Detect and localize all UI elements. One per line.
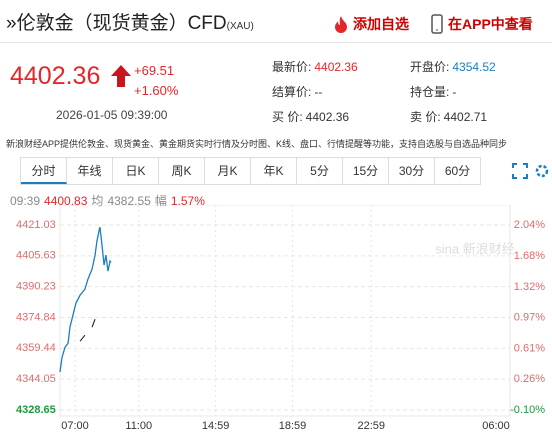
tab[interactable]: 60分 [435,158,481,184]
stat-value: - [452,85,457,99]
y2-tick-label: 0.61% [514,343,545,355]
notice: 新浪财经APP提供伦敦金、现货黄金、黄金期货实时行情及分时图、K线、盘口、行情提… [6,139,508,149]
tab[interactable]: 月K [205,158,251,184]
y-tick-label: 4359.44 [16,342,56,354]
change: +69.51 +1.60% [134,61,178,101]
stat-value: 4402.36 [314,60,358,74]
y2-tick-label: 0.26% [514,373,545,385]
title-text: »伦敦金（现货黄金）CFD [6,13,227,34]
quote-time: 2026-01-05 09:39:00 [56,108,168,122]
tabs: 分时 年线 日K 周K 月K 年K 5分 15分 30分 60分 [20,157,481,185]
stat-label: 买 价: [272,110,303,124]
x-tick-label: 07:00 [61,420,89,432]
view-app[interactable]: 在APP中查看 [430,14,533,34]
code: (XAU) [226,21,254,32]
view-app-text: 在APP中查看 [448,16,533,32]
x-tick-label: 18:59 [279,420,307,432]
tab[interactable]: 30分 [389,158,435,184]
change-pct: +1.60% [134,83,179,98]
price-line [80,302,111,341]
x-tick-label: 06:00 [482,420,510,432]
chart: sina 新浪财经 4421.03 4405.63 4390.23 4374.84 435… [16,205,545,432]
tab[interactable]: 年线 [67,158,113,184]
price-line [59,226,112,373]
tab[interactable]: 5分 [297,158,343,184]
stat-value: 4402.36 [305,110,350,124]
price: 4402.36 [10,62,101,90]
y2-tick-label: 0.97% [514,311,545,323]
stat-label: 持仓量: [410,85,450,99]
y2-tick-label: 1.68% [514,250,545,262]
y-tick-label: 4374.84 [16,311,56,323]
x-tick-label: 14:59 [202,420,230,432]
y2-tick-label: 1.32% [514,281,545,293]
tab[interactable]: 15分 [343,158,389,184]
stat: 结算价: -- [272,83,322,100]
x-tick-label: 22:59 [357,420,385,432]
tool-icons[interactable] [510,160,550,182]
y2-tick-label: -0.10% [510,404,545,416]
title: »伦敦金（现货黄金）CFD(XAU) [6,8,254,35]
stat-label: 卖 价: [410,110,441,124]
stat: 持仓量: - [410,83,456,100]
up-arrow [111,65,131,87]
phone-icon [431,14,443,34]
plot-frame [59,205,511,417]
stat: 卖 价: 4402.71 [410,108,487,125]
tab[interactable]: 周K [159,158,205,184]
y-tick-label: 4405.63 [16,250,56,262]
watermark: sina 新浪财经 [435,241,514,256]
tab[interactable]: 年K [251,158,297,184]
add-watch[interactable]: 添加自选 [333,14,409,34]
flame-icon [335,16,347,33]
stat: 开盘价: 4354.52 [410,58,496,75]
stat-value: 4402.71 [443,110,488,124]
stat-label: 结算价: [272,85,312,99]
tab[interactable]: 日K [113,158,159,184]
add-watch-text: 添加自选 [353,16,409,32]
change-value: +69.51 [134,63,175,78]
y-tick-label: 4421.03 [16,219,56,231]
stat-value: 4354.52 [452,60,496,74]
divider [0,42,552,43]
info-time: 09:39 [10,194,41,208]
stat-label: 开盘价: [410,60,450,74]
y-tick-label: 4328.65 [16,404,56,416]
tab[interactable]: 分时 [21,158,67,184]
y-tick-label: 4344.05 [16,373,56,385]
y-tick-label: 4390.23 [16,281,56,293]
y2-tick-label: 2.04% [514,219,545,231]
stat: 买 价: 4402.36 [272,108,349,125]
stat-label: 最新价: [272,60,312,74]
x-tick-label: 11:00 [125,420,152,432]
stat: 最新价: 4402.36 [272,58,358,75]
stat-value: -- [314,85,323,99]
